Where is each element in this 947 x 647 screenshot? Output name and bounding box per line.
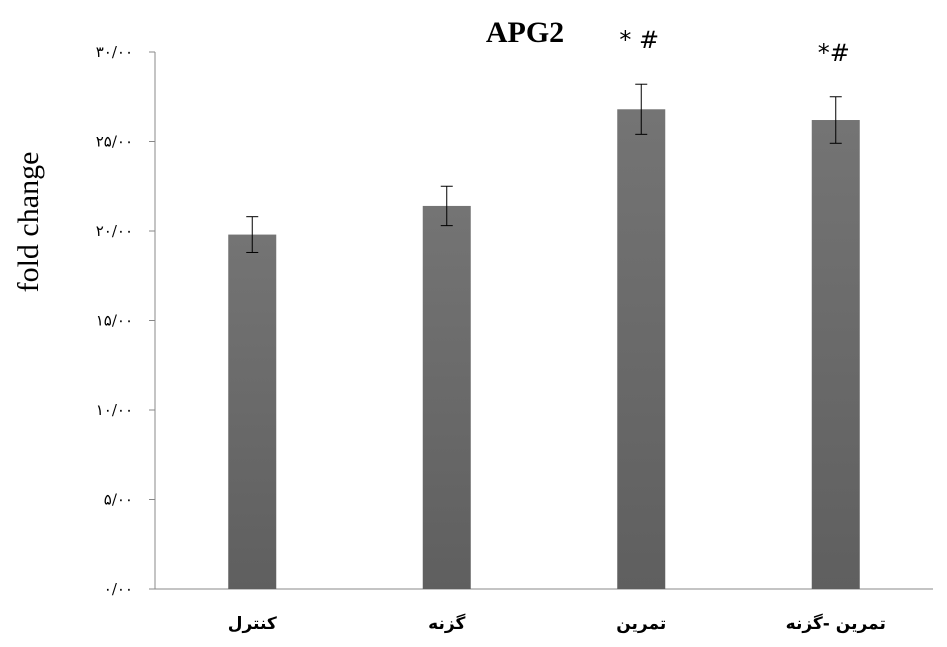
x-category-label: کنترل: [228, 614, 277, 634]
chart-title: APG2: [486, 16, 564, 49]
bars-group: * # *#: [228, 26, 860, 590]
y-tick-label: ۳۰/۰۰: [96, 43, 133, 61]
y-axis-ticks: ۰/۰۰ ۵/۰۰ ۱۰/۰۰ ۱۵/۰۰ ۲۰/۰۰ ۲۵/۰۰ ۳۰/۰۰: [96, 43, 155, 598]
x-category-label: تمرین -گزنه: [786, 613, 886, 634]
y-tick-label: ۱۵/۰۰: [96, 312, 133, 330]
y-axis-label: fold change: [12, 152, 45, 293]
y-tick-label: ۲۵/۰۰: [96, 133, 133, 151]
x-category-label: گزنه: [428, 613, 465, 634]
y-tick-label: ۱۰/۰۰: [96, 401, 133, 419]
bar: [422, 205, 471, 589]
x-category-label: تمرین: [616, 614, 666, 634]
bar: [228, 234, 277, 589]
bar: [811, 120, 860, 590]
x-axis-categories: کنترل گزنه تمرین تمرین -گزنه: [228, 613, 886, 634]
bar: [617, 109, 666, 589]
significance-annotation: * #: [619, 26, 659, 54]
significance-annotation: *#: [818, 39, 850, 67]
y-tick-label: ۲۰/۰۰: [96, 222, 133, 240]
y-tick-label: ۵/۰۰: [104, 491, 133, 509]
y-tick-label: ۰/۰۰: [104, 580, 133, 598]
